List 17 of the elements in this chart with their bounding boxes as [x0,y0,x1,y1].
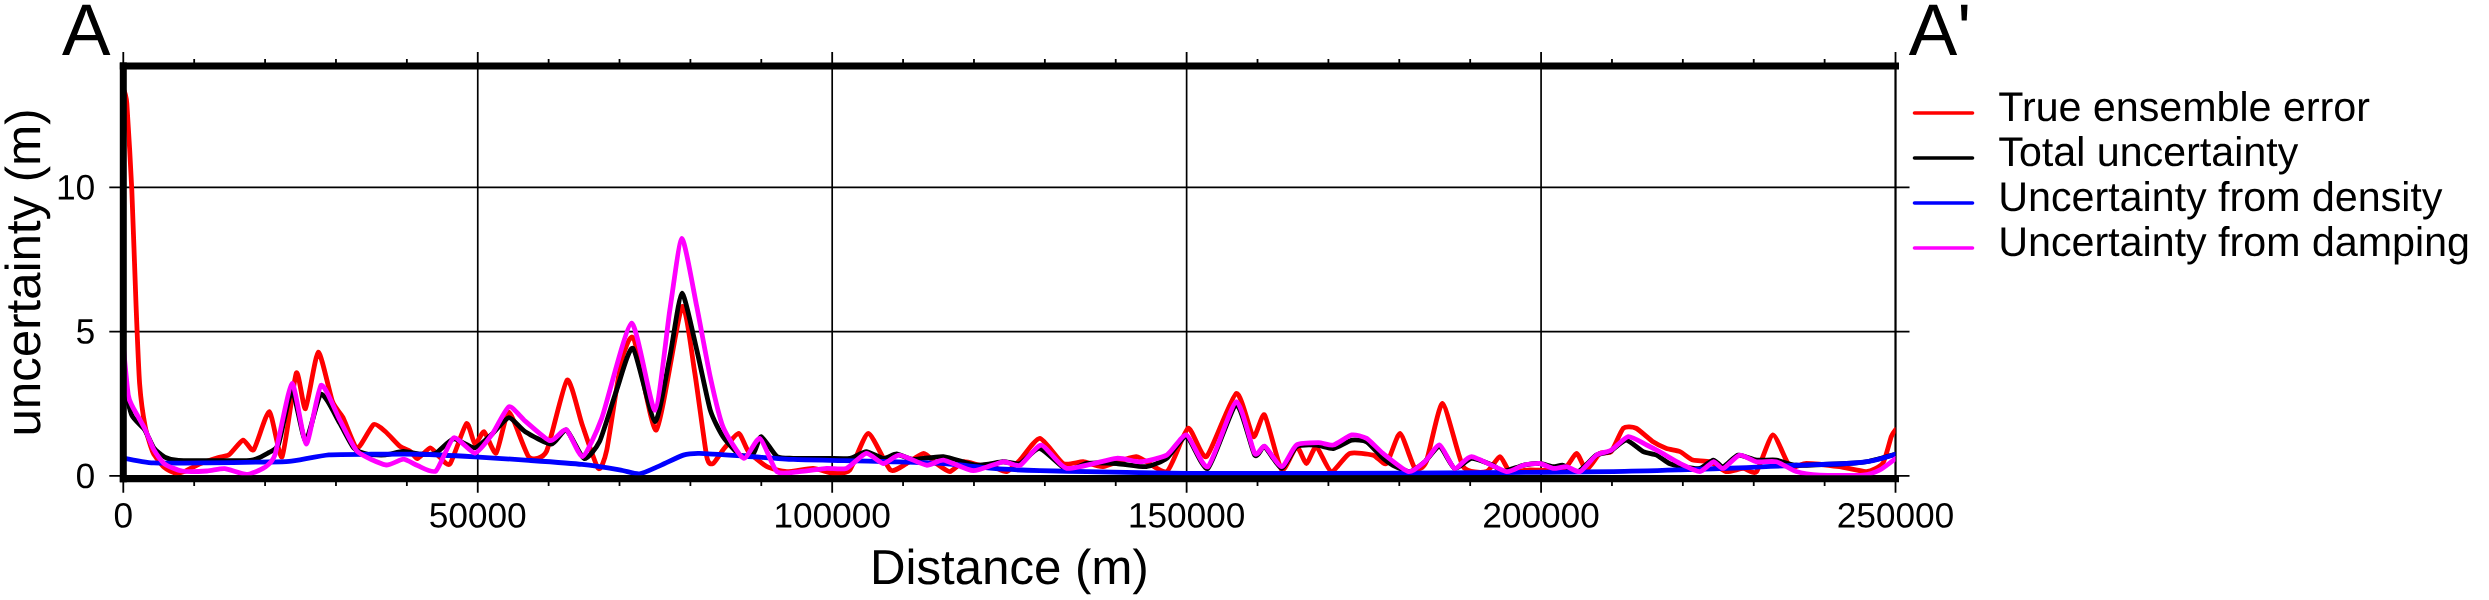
x-tick-label: 250000 [1838,502,1953,528]
y-axis-title: uncertainty (m) [4,111,51,434]
legend-label: Total uncertainty [1999,136,2299,175]
legend-label: True ensemble error [1999,91,2370,122]
y-tick-label: 5 [77,319,94,344]
text: A [62,4,111,55]
x-tick-label: 200000 [1484,502,1599,528]
x-tick-label: 50000 [430,502,526,528]
x-tick-label: 150000 [1130,502,1244,528]
text: A' [1908,4,1968,55]
legend-label: Uncertainty from density [2001,181,2443,220]
y-tick-label: 0 [77,463,94,489]
legend-label: Uncertainty from damping [2001,226,2468,265]
x-tick-label: 100000 [776,502,890,528]
y-tick-label: 10 [58,174,94,200]
x-axis-title: Distance (m) [874,548,1146,595]
x-tick-label: 0 [114,502,132,528]
